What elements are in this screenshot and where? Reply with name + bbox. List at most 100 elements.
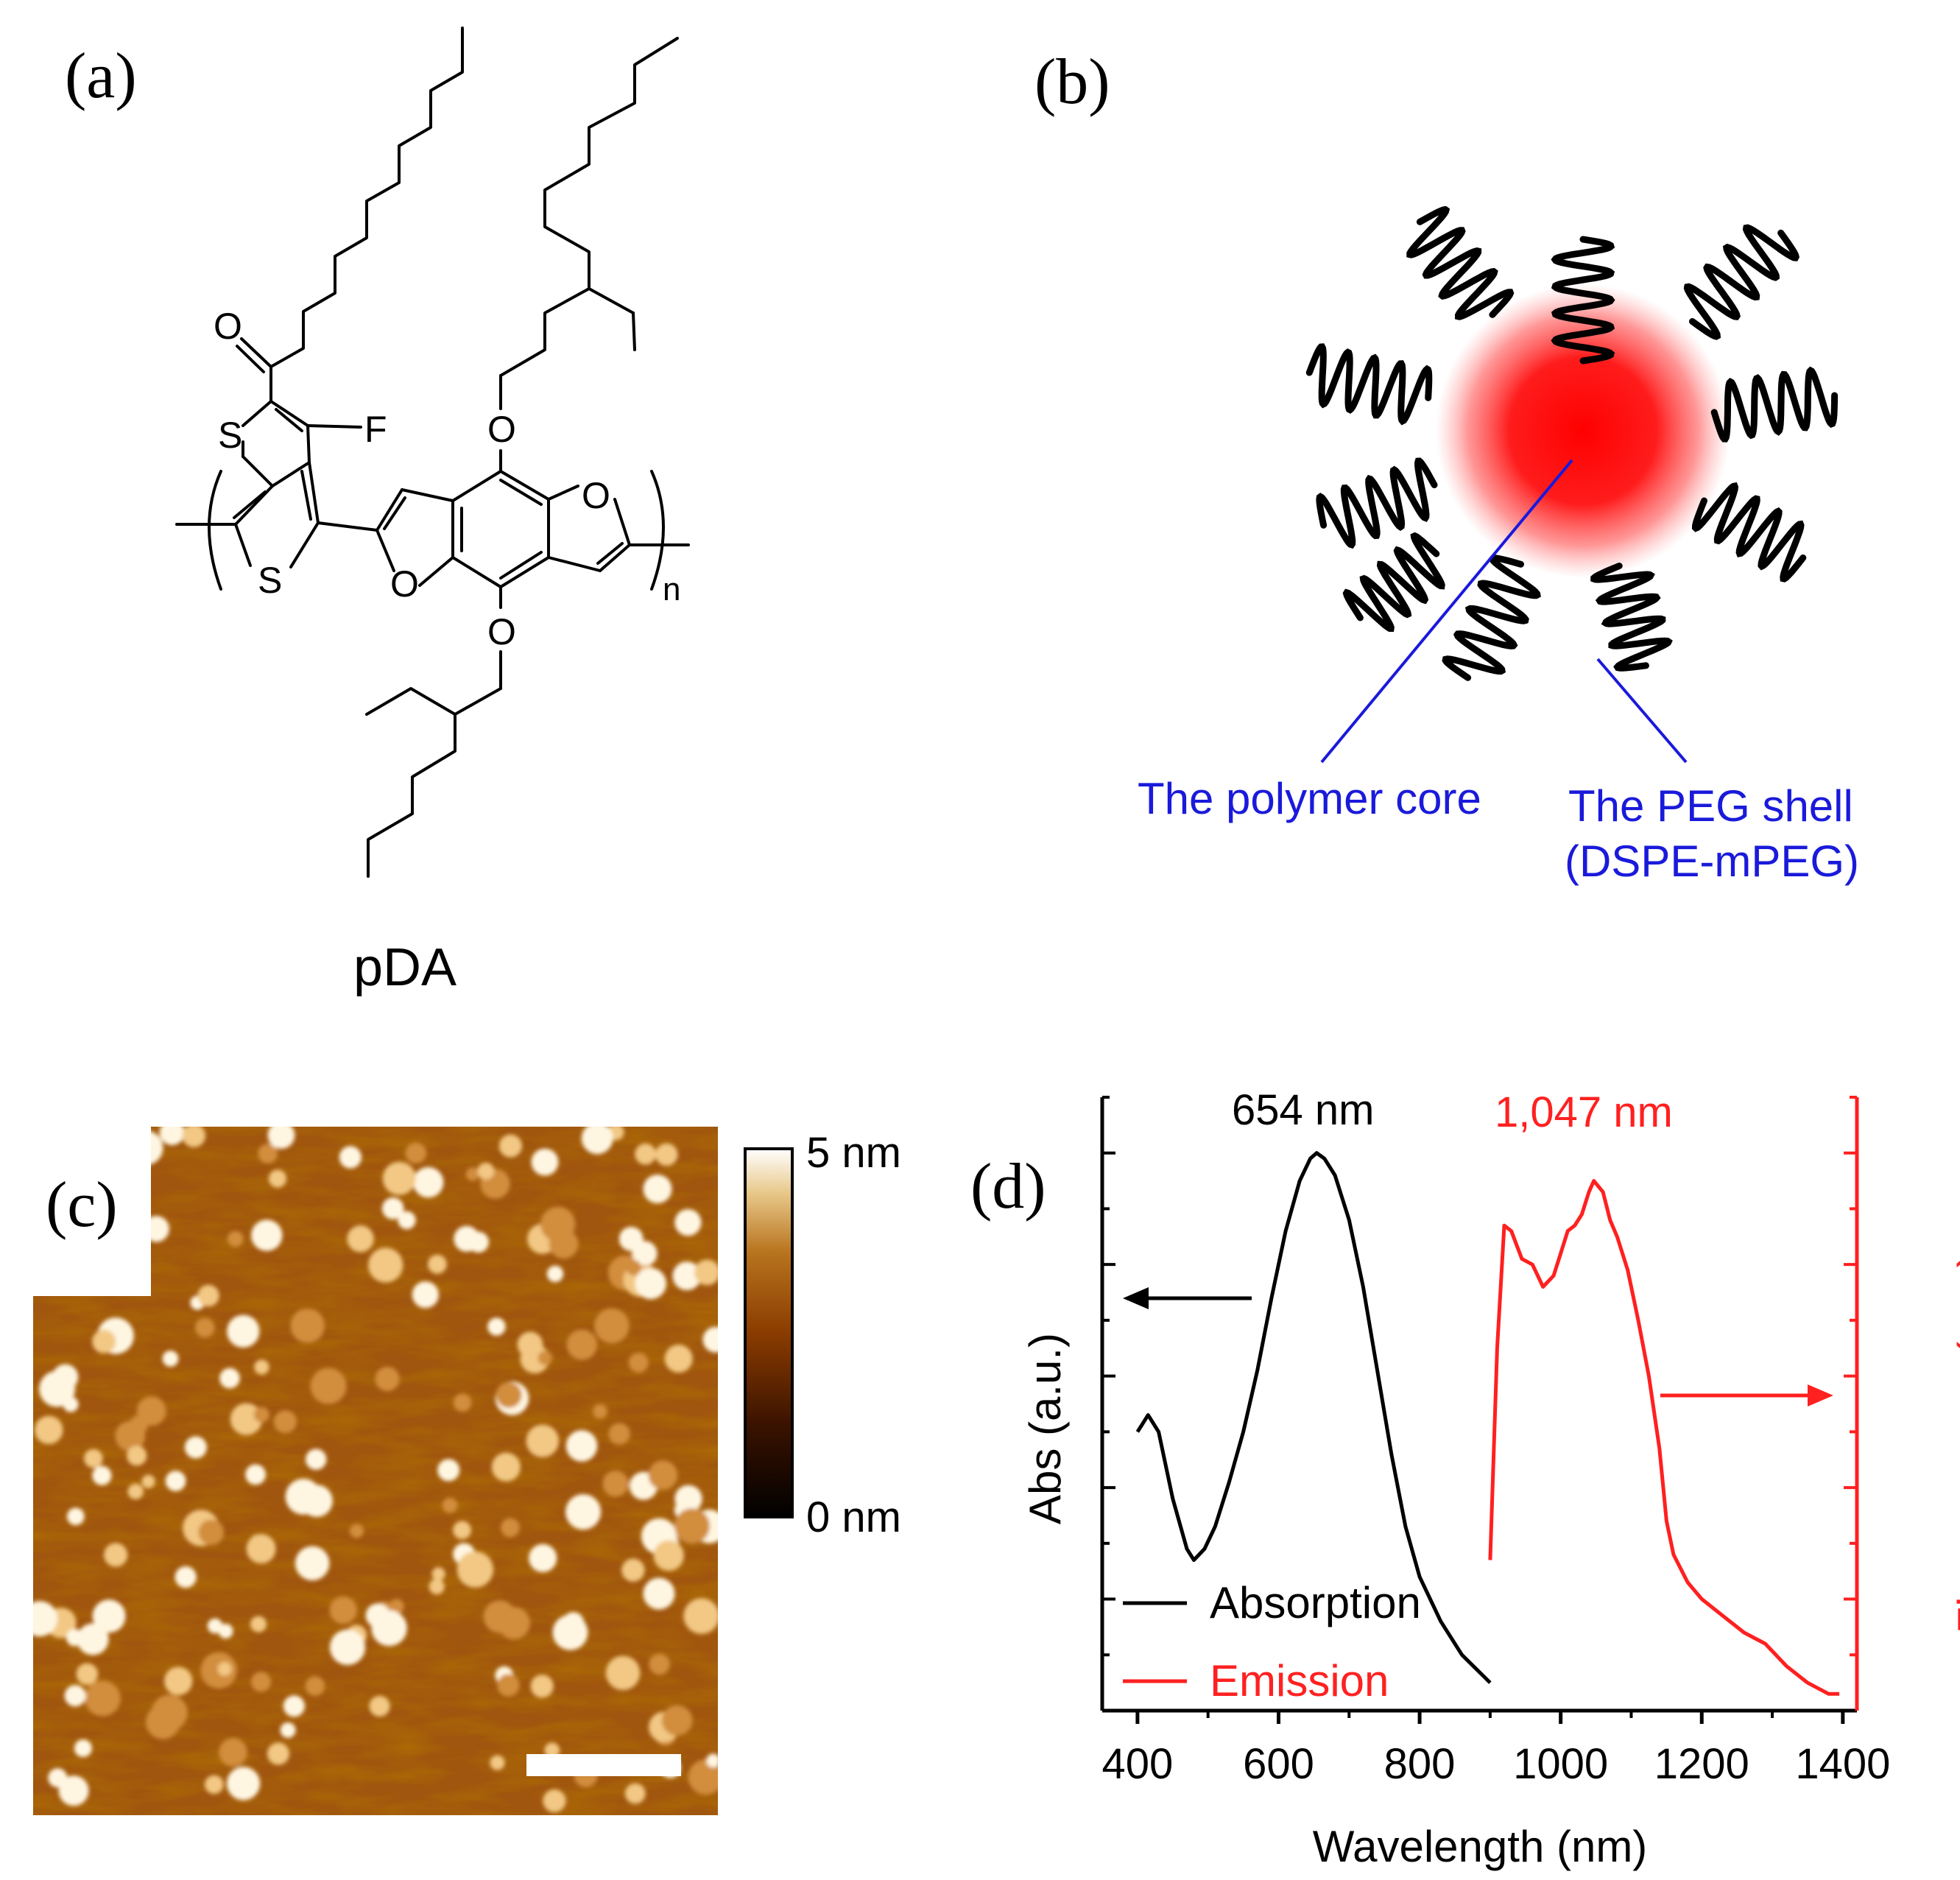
afm-particle <box>546 1265 564 1283</box>
afm-particle <box>549 1229 579 1259</box>
peg-chain <box>1691 482 1807 582</box>
afm-particle <box>310 1367 347 1404</box>
afm-particle <box>371 1610 407 1647</box>
afm-particle <box>198 1519 225 1546</box>
peg-chain <box>1551 236 1615 365</box>
y-axis-right-label: Fluorescence (a.u.) <box>1949 1253 1960 1634</box>
afm-particle <box>501 1518 520 1538</box>
afm-particle <box>349 1524 364 1538</box>
afm-particle <box>369 1695 390 1717</box>
afm-particle <box>66 1629 84 1647</box>
afm-particle <box>565 1494 602 1530</box>
afm-particle <box>382 1161 416 1195</box>
afm-particle <box>245 1464 266 1485</box>
afm-particle <box>594 1308 630 1344</box>
afm-particle <box>84 1448 103 1468</box>
afm-particle <box>92 1465 112 1485</box>
peg-chain <box>1342 532 1445 632</box>
afm-particle <box>529 1543 557 1572</box>
afm-particle <box>218 1624 233 1638</box>
afm-particle <box>643 1175 672 1204</box>
afm-particle <box>290 1309 325 1343</box>
afm-particle <box>330 1630 365 1665</box>
afm-particle <box>306 1448 327 1471</box>
afm-particle <box>227 1231 244 1247</box>
afm-notch <box>22 1116 151 1296</box>
afm-particle <box>63 1396 79 1412</box>
afm-particle <box>104 1543 128 1567</box>
afm-particle <box>412 1281 439 1309</box>
afm-particle <box>465 1167 480 1181</box>
afm-particle <box>194 1317 215 1338</box>
colorbar <box>744 1147 794 1518</box>
afm-particle <box>530 1675 554 1698</box>
afm-particle <box>339 1146 362 1169</box>
afm-particle <box>295 1546 330 1581</box>
compound-name: pDA <box>353 938 456 997</box>
afm-particle <box>453 1393 472 1412</box>
afm-particle <box>127 1446 147 1466</box>
shell-label-line1: The PEG shell <box>1568 781 1853 831</box>
afm-particle <box>398 1211 416 1230</box>
afm-particle <box>250 1616 267 1633</box>
peg-chain <box>1590 563 1673 672</box>
afm-particle <box>468 1231 489 1253</box>
afm-particle <box>300 1485 333 1517</box>
afm-particle <box>254 1359 269 1375</box>
afm-particle <box>453 1521 471 1540</box>
afm-particle <box>405 1142 426 1164</box>
afm-particle <box>273 1410 297 1434</box>
afm-particle <box>305 1676 325 1696</box>
atom-o-furan-right: O <box>582 475 610 516</box>
x-tick-label: 400 <box>1102 1740 1174 1788</box>
afm-particle <box>159 1127 185 1146</box>
atom-o-furan-left: O <box>390 563 419 605</box>
peg-chain <box>1442 555 1541 681</box>
afm-particle <box>483 1600 516 1633</box>
afm-particle <box>437 1459 460 1482</box>
afm-particle <box>217 1661 232 1676</box>
afm-particle <box>608 1423 630 1445</box>
afm-particle <box>389 1599 404 1614</box>
em-peak-annotation: 1,047 nm <box>1495 1088 1673 1136</box>
afm-particle <box>694 1259 718 1286</box>
afm-particle <box>628 1353 649 1373</box>
afm-particle <box>141 1474 155 1488</box>
afm-particle <box>381 1197 404 1219</box>
afm-particle <box>531 1148 559 1176</box>
afm-particle <box>520 1344 550 1373</box>
atom-s-2: S <box>258 560 282 601</box>
afm-particle <box>497 1674 520 1697</box>
atom-o-alkoxy-top: O <box>487 409 516 450</box>
afm-particle <box>162 1351 179 1367</box>
abs-peak-annotation: 654 nm <box>1232 1086 1374 1134</box>
afm-particle <box>653 1540 684 1571</box>
afm-particle <box>626 1259 641 1275</box>
afm-particle <box>431 1567 445 1581</box>
afm-particle <box>33 1601 57 1637</box>
afm-particle <box>429 1579 445 1595</box>
afm-particle <box>58 1775 89 1806</box>
afm-particle <box>251 1219 283 1251</box>
shell-label-line2: (DSPE-mPEG) <box>1565 837 1859 886</box>
atom-fluorine: F <box>364 409 387 450</box>
afm-particle <box>635 1143 657 1165</box>
afm-particle <box>258 1144 278 1163</box>
afm-particle <box>219 1367 240 1389</box>
core-pointer-line <box>1320 459 1573 764</box>
afm-particle <box>491 1452 521 1482</box>
afm-particle <box>246 1534 276 1564</box>
afm-particle <box>674 1209 702 1236</box>
chart-text: 654 nm 1,047 nm Abs (a.u.) Fluorescence … <box>1020 1086 1960 1871</box>
abs-axis-arrow <box>1123 1287 1252 1309</box>
afm-particle <box>566 1329 598 1360</box>
afm-particle <box>92 1329 116 1353</box>
pda-atoms: O F S S O O O O n <box>214 306 680 652</box>
panel-a-label: (a) <box>65 41 137 112</box>
afm-particle <box>164 1666 193 1695</box>
afm-particle <box>643 1577 675 1610</box>
afm-particle <box>543 1789 566 1813</box>
afm-particle <box>655 1143 678 1166</box>
panel-c-label: (c) <box>46 1169 118 1241</box>
afm-particle <box>253 1407 269 1423</box>
